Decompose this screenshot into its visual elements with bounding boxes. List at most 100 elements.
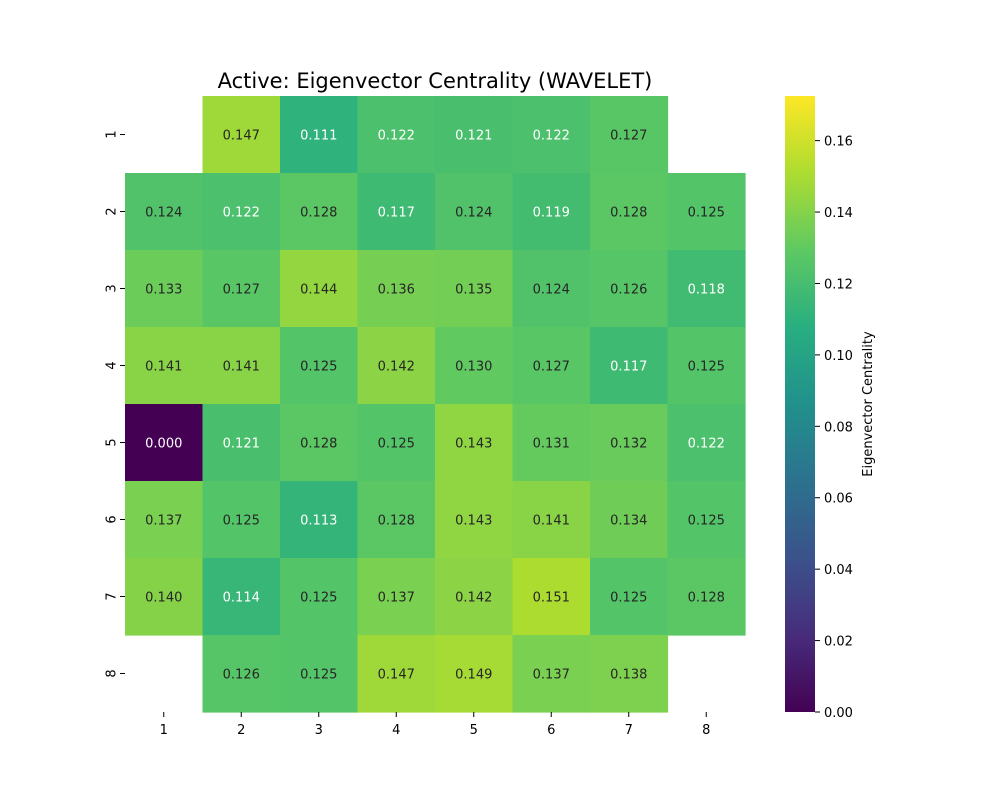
heatmap-cell — [357, 404, 436, 482]
heatmap-cell — [280, 96, 359, 174]
x-tick-label: 1 — [160, 723, 168, 738]
cell-value-label: 0.127 — [610, 129, 647, 144]
heatmap-cell — [590, 558, 669, 636]
heatmap-cell — [125, 173, 204, 251]
heatmap-cell — [590, 404, 669, 482]
heatmap-cell — [512, 173, 591, 251]
heatmap-cell — [125, 404, 204, 482]
cell-value-label: 0.135 — [455, 283, 492, 298]
heatmap-cell — [435, 96, 514, 174]
heatmap-cell — [280, 404, 359, 482]
chart-title: Active: Eigenvector Centrality (WAVELET) — [218, 69, 653, 93]
cell-value-label: 0.127 — [223, 283, 260, 298]
cell-value-label: 0.137 — [145, 514, 182, 529]
heatmap-cell — [435, 481, 514, 559]
cell-value-label: 0.125 — [300, 668, 337, 683]
heatmap-cell — [357, 96, 436, 174]
x-tick-label: 6 — [547, 723, 555, 738]
cell-value-label: 0.126 — [223, 668, 260, 683]
colorbar-label: Eigenvector Centrality — [861, 331, 876, 477]
colorbar-ticks: 0.00 0.02 0.04 0.06 0.08 0.10 0.12 0.14 0.16 — [815, 135, 853, 721]
x-axis: 1 2 3 4 5 6 7 8 — [160, 712, 710, 738]
heatmap-cell — [280, 635, 359, 713]
heatmap-cell — [125, 558, 204, 636]
y-tick-label: 5 — [105, 438, 120, 446]
cell-value-label: 0.124 — [145, 206, 182, 221]
heatmap-cell — [435, 173, 514, 251]
cell-value-label: 0.127 — [533, 360, 570, 375]
heatmap-cell — [357, 635, 436, 713]
heatmap-cell — [202, 558, 281, 636]
heatmap-cell — [435, 558, 514, 636]
colorbar-tick-label: 0.16 — [824, 135, 853, 150]
cell-value-label: 0.121 — [455, 129, 492, 144]
x-tick-label: 3 — [315, 723, 323, 738]
heatmap-cell — [357, 173, 436, 251]
cell-value-label: 0.128 — [610, 206, 647, 221]
x-tick-label: 4 — [392, 723, 400, 738]
heatmap-cell — [125, 481, 204, 559]
cell-value-label: 0.142 — [455, 591, 492, 606]
cell-value-label: 0.122 — [533, 129, 570, 144]
cell-value-label: 0.133 — [145, 283, 182, 298]
heatmap-cell — [590, 173, 669, 251]
y-axis: 1 2 3 4 5 6 7 8 — [105, 130, 125, 678]
cell-value-label: 0.117 — [610, 360, 647, 375]
cell-value-label: 0.118 — [688, 283, 725, 298]
heatmap-cell — [590, 481, 669, 559]
colorbar-tick-label: 0.14 — [824, 206, 853, 221]
cell-value-label: 0.125 — [610, 591, 647, 606]
heatmap-cells: 0.147 0.111 0.122 0.121 0.122 0.127 0.124 0.122… — [125, 96, 746, 713]
colorbar-tick-label: 0.00 — [824, 706, 853, 721]
cell-value-label: 0.124 — [533, 283, 570, 298]
cell-value-label: 0.141 — [533, 514, 570, 529]
cell-value-label: 0.130 — [455, 360, 492, 375]
heatmap-cell — [435, 327, 514, 405]
cell-value-label: 0.125 — [223, 514, 260, 529]
heatmap-cell — [202, 327, 281, 405]
cell-value-label: 0.136 — [378, 283, 415, 298]
cell-value-label: 0.134 — [610, 514, 647, 529]
heatmap-cell — [590, 250, 669, 328]
heatmap-cell — [512, 635, 591, 713]
heatmap-cell — [357, 250, 436, 328]
colorbar-tick-label: 0.08 — [824, 420, 853, 435]
cell-value-label: 0.142 — [378, 360, 415, 375]
heatmap-cell — [125, 327, 204, 405]
colorbar-tick-label: 0.02 — [824, 635, 853, 650]
cell-value-label: 0.125 — [300, 360, 337, 375]
heatmap-cell — [667, 558, 746, 636]
cell-value-label: 0.141 — [145, 360, 182, 375]
heatmap-cell — [667, 404, 746, 482]
cell-value-label: 0.138 — [610, 668, 647, 683]
cell-value-label: 0.122 — [223, 206, 260, 221]
cell-value-label: 0.128 — [378, 514, 415, 529]
heatmap-cell — [435, 404, 514, 482]
heatmap-cell — [590, 327, 669, 405]
y-tick-label: 6 — [105, 515, 120, 523]
heatmap-cell — [202, 404, 281, 482]
heatmap-cell — [435, 635, 514, 713]
y-tick-label: 8 — [105, 669, 120, 677]
cell-value-label: 0.125 — [300, 591, 337, 606]
heatmap-cell — [202, 173, 281, 251]
heatmap-cell — [280, 558, 359, 636]
cell-value-label: 0.113 — [300, 514, 337, 529]
x-tick-label: 8 — [702, 723, 710, 738]
y-tick-label: 3 — [105, 284, 120, 292]
cell-value-label: 0.122 — [378, 129, 415, 144]
cell-value-label: 0.141 — [223, 360, 260, 375]
heatmap-cell — [667, 481, 746, 559]
heatmap-cell — [202, 96, 281, 174]
heatmap-cell — [280, 250, 359, 328]
heatmap-cell — [280, 481, 359, 559]
heatmap-cell — [125, 250, 204, 328]
y-tick-label: 7 — [105, 592, 120, 600]
heatmap-cell — [357, 327, 436, 405]
heatmap-cell — [667, 173, 746, 251]
cell-value-label: 0.128 — [688, 591, 725, 606]
cell-value-label: 0.121 — [223, 437, 260, 452]
cell-value-label: 0.119 — [533, 206, 570, 221]
heatmap-cell — [202, 481, 281, 559]
